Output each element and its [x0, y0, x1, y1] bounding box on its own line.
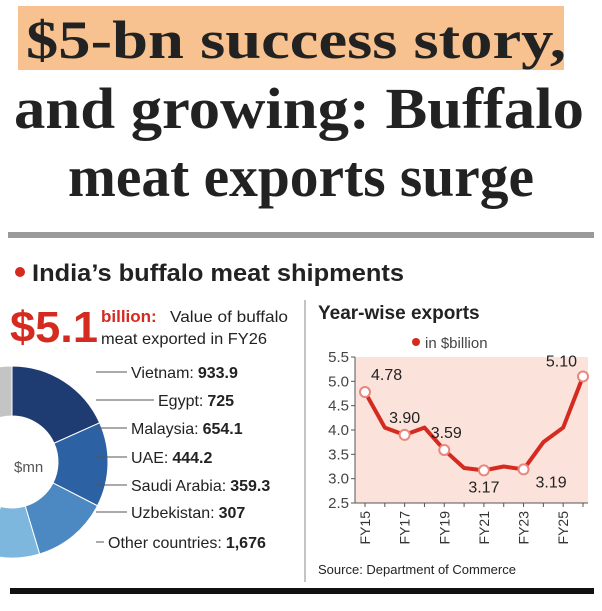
data-point [359, 386, 371, 399]
headline-highlight [18, 6, 564, 70]
data-point [577, 370, 589, 383]
y-tick-label: 2.5 [328, 495, 349, 512]
y-tick-label: 4.0 [328, 422, 349, 439]
stat-unit: billion: [101, 307, 157, 326]
y-tick-label: 5.5 [328, 349, 349, 366]
legend-label: in $billion [425, 335, 488, 352]
y-tick-label: 3.5 [328, 446, 349, 463]
bullet [15, 267, 25, 277]
legend-entry: Saudi Arabia: 359.3 [131, 478, 270, 495]
legend-value: 1,676 [226, 535, 266, 552]
y-tick-label: 4.5 [328, 398, 349, 415]
data-label: 3.90 [389, 410, 420, 427]
x-tick-label: FY23 [516, 511, 532, 545]
donut-center-label: $mn [14, 459, 43, 476]
section-title: India’s buffalo meat shipments [32, 260, 404, 287]
data-label: 3.59 [431, 425, 462, 442]
legend-name: UAE: [131, 450, 168, 467]
stat-text: meat exported in FY26 [101, 331, 267, 348]
donut-segment [0, 365, 13, 419]
legend-value: 359.3 [230, 478, 270, 495]
legend-name: Vietnam: [131, 365, 194, 382]
data-point [398, 428, 411, 441]
legend-entry: Malaysia: 654.1 [131, 421, 243, 438]
y-tick-label: 3.0 [328, 471, 349, 488]
legend-value: 725 [207, 393, 234, 410]
headline: $5-bn success story, [26, 10, 566, 70]
data-point [438, 443, 451, 456]
headline: and growing: Buffalo [14, 76, 584, 141]
legend-value: 933.9 [198, 365, 238, 382]
donut-segment [0, 505, 41, 559]
legend-marker [412, 338, 420, 346]
stat-value: $5.1 [10, 303, 98, 352]
legend-entry: Vietnam: 933.9 [131, 365, 238, 382]
data-label: 4.78 [371, 367, 402, 384]
legend-entry: Uzbekistan: 307 [131, 505, 245, 522]
source: Source: Department of Commerce [318, 562, 516, 577]
x-tick-label: FY19 [436, 511, 452, 545]
stat-text: Value of buffalo [170, 309, 288, 326]
legend-name: Other countries: [108, 535, 222, 552]
legend-value: 444.2 [172, 450, 212, 467]
legend-entry: UAE: 444.2 [131, 450, 212, 467]
x-tick-label: FY17 [397, 511, 413, 545]
legend-entry: Other countries: 1,676 [108, 535, 266, 552]
data-label: 3.19 [536, 474, 567, 491]
data-point [517, 463, 530, 476]
x-tick-label: FY21 [476, 511, 492, 545]
legend-value: 307 [219, 505, 246, 522]
x-tick-label: FY15 [357, 511, 373, 545]
headline: meat exports surge [68, 144, 534, 209]
chart-title: Year-wise exports [318, 303, 480, 324]
legend-name: Saudi Arabia: [131, 478, 226, 495]
legend-value: 654.1 [203, 421, 243, 438]
data-point [477, 464, 490, 477]
bottom-rule [10, 588, 594, 594]
legend-name: Malaysia: [131, 421, 199, 438]
data-label: 5.10 [546, 353, 577, 370]
y-tick-label: 5.0 [328, 373, 349, 390]
data-label: 3.17 [468, 479, 499, 496]
divider [8, 232, 594, 238]
legend-entry: Egypt: 725 [158, 393, 234, 410]
x-tick-label: FY25 [555, 511, 571, 545]
legend-name: Uzbekistan: [131, 505, 215, 522]
legend-name: Egypt: [158, 393, 203, 410]
